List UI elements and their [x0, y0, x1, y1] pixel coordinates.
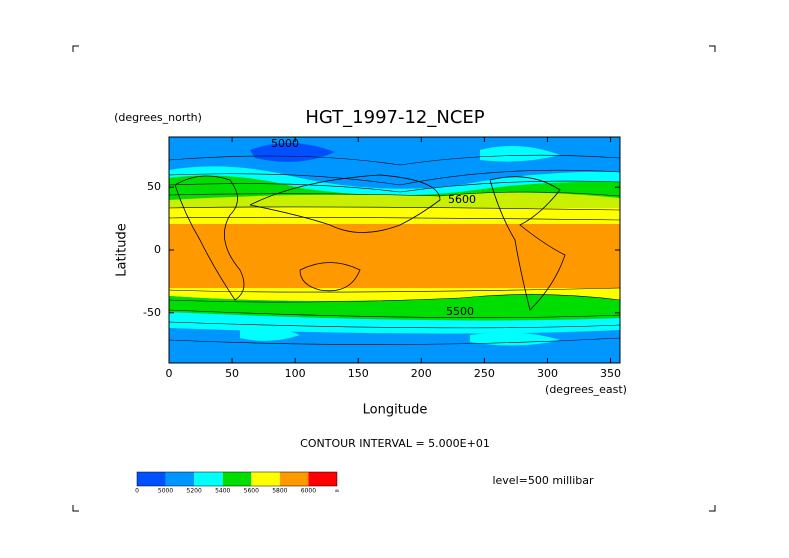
y-tick-label: -50 [143, 306, 161, 319]
colorbar-label: 5800 [272, 488, 287, 495]
contour-label: 5600 [448, 193, 476, 206]
x-tick-label: 0 [166, 367, 173, 380]
coastlines [174, 174, 566, 311]
y-unit-label: (degrees_north) [114, 111, 202, 124]
x-tick-label: 200 [411, 367, 432, 380]
x-tick-label: 100 [285, 367, 306, 380]
y-tick-label: 0 [154, 243, 161, 256]
corner-marks [72, 45, 716, 512]
colorbar-label: 5400 [215, 488, 230, 495]
colorbar-label: 5600 [244, 488, 259, 495]
colorbar-swatch [137, 472, 166, 486]
x-tick-label: 300 [537, 367, 558, 380]
colorbar-label: 6000 [301, 488, 316, 495]
colorbar-frame [136, 471, 338, 487]
contour-label: 5000 [271, 137, 299, 150]
x-tick-label: 250 [474, 367, 495, 380]
colorbar-label: 5000 [158, 488, 173, 495]
colorbar-swatch [251, 472, 280, 486]
level-note: level=500 millibar [492, 474, 594, 487]
x-tick-label: 50 [225, 367, 239, 380]
x-unit-label: (degrees_east) [545, 383, 627, 396]
colorbar-swatch [222, 472, 252, 486]
colorbar-label: 0 [135, 488, 139, 495]
x-tick-label: 150 [348, 367, 369, 380]
x-tick-label: 350 [600, 367, 621, 380]
chart-title: HGT_1997-12_NCEP [305, 107, 484, 128]
colorbar-label: 5200 [187, 488, 202, 495]
x-axis-label: Longitude [363, 403, 428, 418]
contour-lines [168, 154, 621, 345]
colorbar-label: ∞ [335, 488, 340, 495]
colorbar-swatch [165, 472, 195, 486]
colorbar-swatch [308, 472, 337, 486]
y-tick-label: 50 [147, 180, 161, 193]
colorbar-swatch [194, 472, 223, 486]
contour-note: CONTOUR INTERVAL = 5.000E+01 [300, 437, 490, 450]
contour-label: 5500 [446, 305, 474, 318]
colorbar-swatch [279, 472, 309, 486]
y-axis-label: Latitude [115, 223, 130, 277]
contour-field [169, 137, 620, 363]
